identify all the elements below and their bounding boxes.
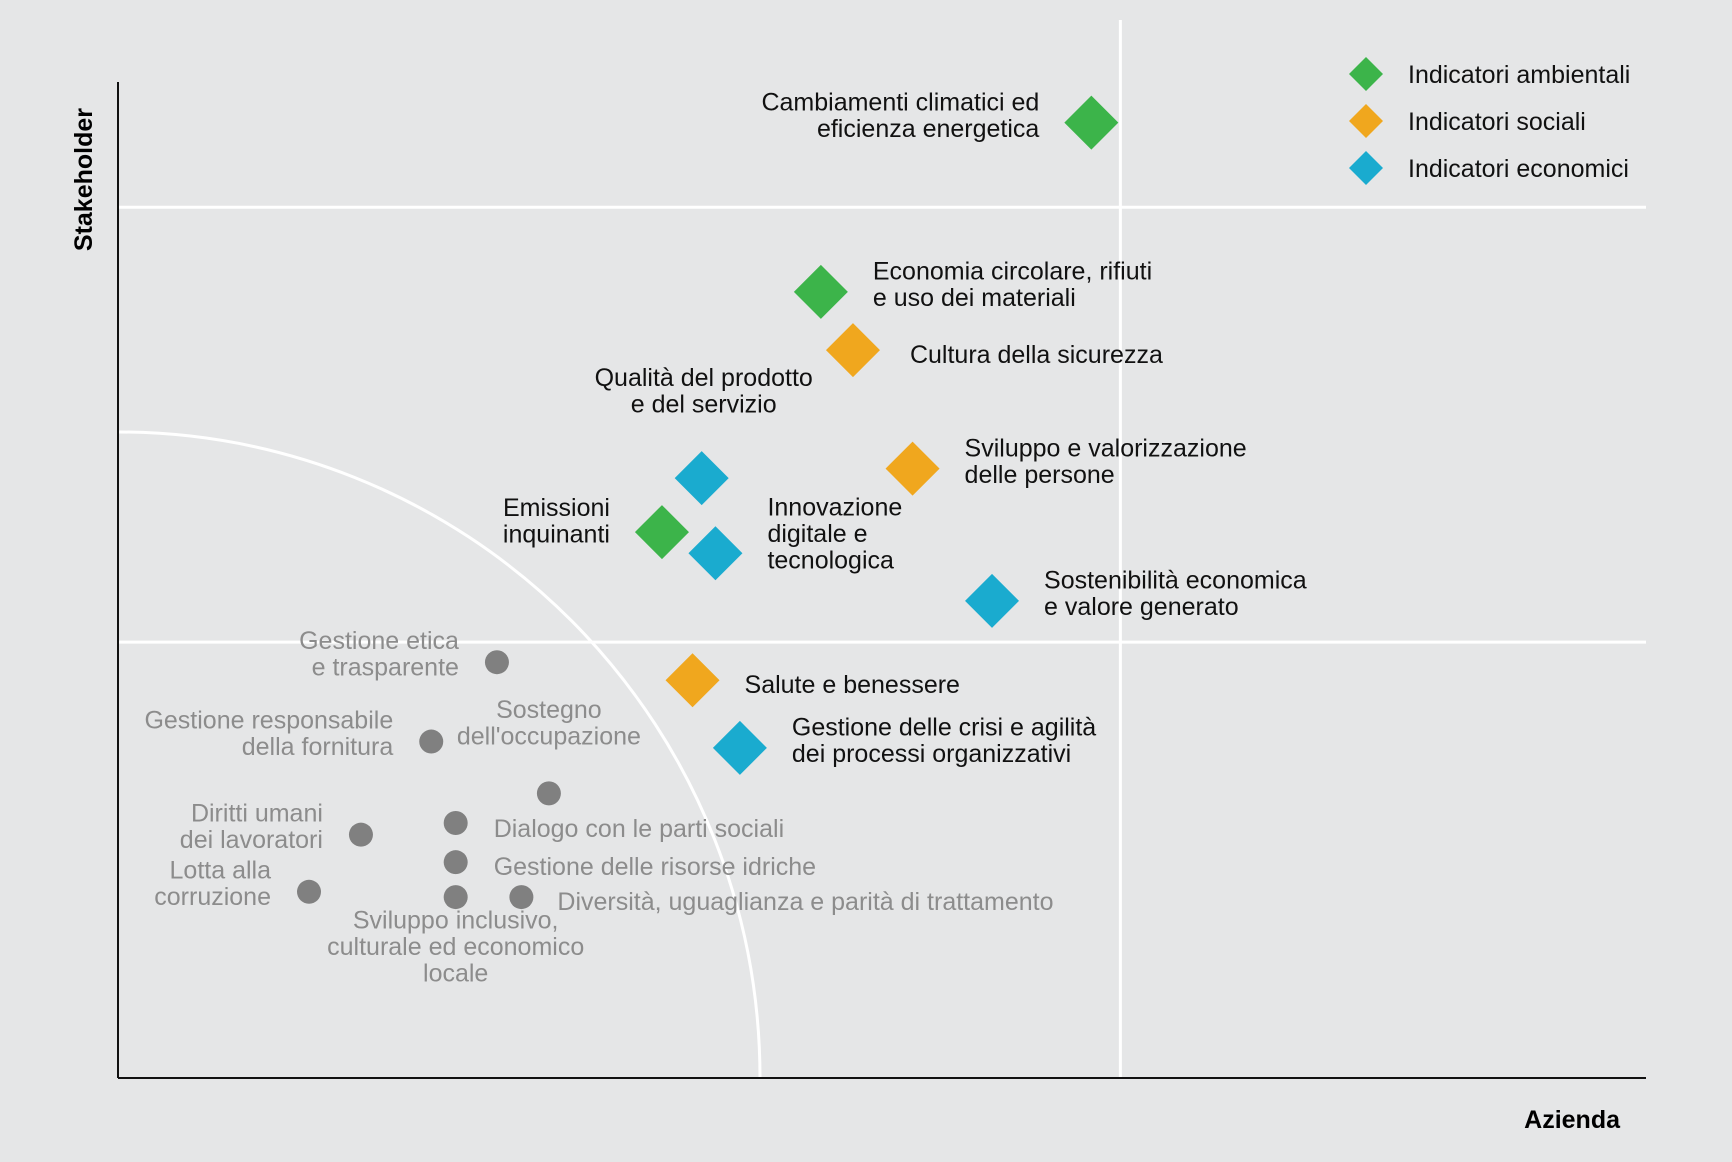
data-label-6-line-1: Emissioni <box>503 494 610 522</box>
data-label-4-line-2: e del servizio <box>631 390 777 418</box>
data-label-13-line-2: dell'occupazione <box>457 723 641 751</box>
data-label-8-line-1: Sostenibilità economica <box>1044 567 1307 595</box>
data-label-5-line-1: Sviluppo e valorizzazione <box>965 434 1247 462</box>
legend-label-2: Indicatori sociali <box>1408 108 1586 136</box>
data-label-7-line-2: digitale e <box>767 520 867 548</box>
data-point-18 <box>444 885 468 909</box>
data-label-1-line-2: eficienza energetica <box>817 115 1039 143</box>
data-label-12-line-1: Gestione responsabile <box>144 706 393 734</box>
data-label-18-line-1: Sviluppo inclusivo, <box>353 907 559 935</box>
data-label-10-line-1: Gestione delle crisi e agilità <box>792 714 1096 742</box>
data-point-13 <box>537 781 561 805</box>
y-axis-title: Stakeholder <box>70 108 98 251</box>
data-label-2-line-2: e uso dei materiali <box>873 284 1076 312</box>
data-label-2-line-1: Economia circolare, rifiuti <box>873 258 1152 286</box>
data-label-15-line-1: Diritti umani <box>191 799 323 827</box>
data-label-18-line-2: culturale ed economico <box>327 933 584 961</box>
data-point-15 <box>349 823 373 847</box>
data-label-7-line-1: Innovazione <box>767 494 902 522</box>
data-point-16 <box>444 850 468 874</box>
data-label-3-line-1: Cultura della sicurezza <box>910 341 1163 369</box>
data-label-16-line-1: Gestione delle risorse idriche <box>494 853 816 881</box>
data-label-15: Diritti umani dei lavoratori <box>180 799 323 854</box>
data-point-12 <box>419 730 443 754</box>
legend-label-1: Indicatori ambientali <box>1408 61 1630 89</box>
data-label-9: Salute e benessere <box>745 671 960 699</box>
data-label-11: Gestione etica e trasparente <box>299 627 459 682</box>
data-label-7-line-3: tecnologica <box>767 547 894 575</box>
legend-label-3: Indicatori economici <box>1408 155 1629 183</box>
data-label-6-line-2: inquinanti <box>503 520 610 548</box>
data-point-17 <box>297 880 321 904</box>
data-label-14: Dialogo con le parti sociali <box>494 815 784 843</box>
data-label-1-line-1: Cambiamenti climatici ed <box>761 88 1039 116</box>
data-label-19: Diversità, uguaglianza e parità di tratt… <box>557 888 1053 916</box>
x-axis-title: Azienda <box>1524 1106 1621 1134</box>
data-label-9-line-1: Salute e benessere <box>745 671 960 699</box>
data-point-19 <box>509 885 533 909</box>
data-point-14 <box>444 811 468 835</box>
data-label-10: Gestione delle crisi e agilità dei proces… <box>792 714 1096 769</box>
data-label-17-line-2: corruzione <box>154 883 271 911</box>
data-label-14-line-1: Dialogo con le parti sociali <box>494 815 784 843</box>
data-label-6: Emissioni inquinanti <box>503 494 610 549</box>
data-label-13-line-1: Sostegno <box>496 696 602 724</box>
data-label-17: Lotta alla corruzione <box>154 857 271 912</box>
data-label-12-line-2: della fornitura <box>242 733 394 761</box>
data-label-4-line-1: Qualità del prodotto <box>595 364 813 392</box>
data-label-11-line-1: Gestione etica <box>299 627 459 655</box>
data-label-16: Gestione delle risorse idriche <box>494 853 816 881</box>
data-label-15-line-2: dei lavoratori <box>180 826 323 854</box>
data-label-11-line-2: e trasparente <box>312 653 459 681</box>
data-label-19-line-1: Diversità, uguaglianza e parità di tratt… <box>557 888 1053 916</box>
data-label-17-line-1: Lotta alla <box>170 857 272 885</box>
data-label-10-line-2: dei processi organizzativi <box>792 740 1071 768</box>
data-label-5-line-2: delle persone <box>965 461 1115 489</box>
data-label-3: Cultura della sicurezza <box>910 341 1163 369</box>
data-point-11 <box>485 650 509 674</box>
data-label-18-line-3: locale <box>423 960 488 988</box>
data-label-8-line-2: e valore generato <box>1044 593 1239 621</box>
